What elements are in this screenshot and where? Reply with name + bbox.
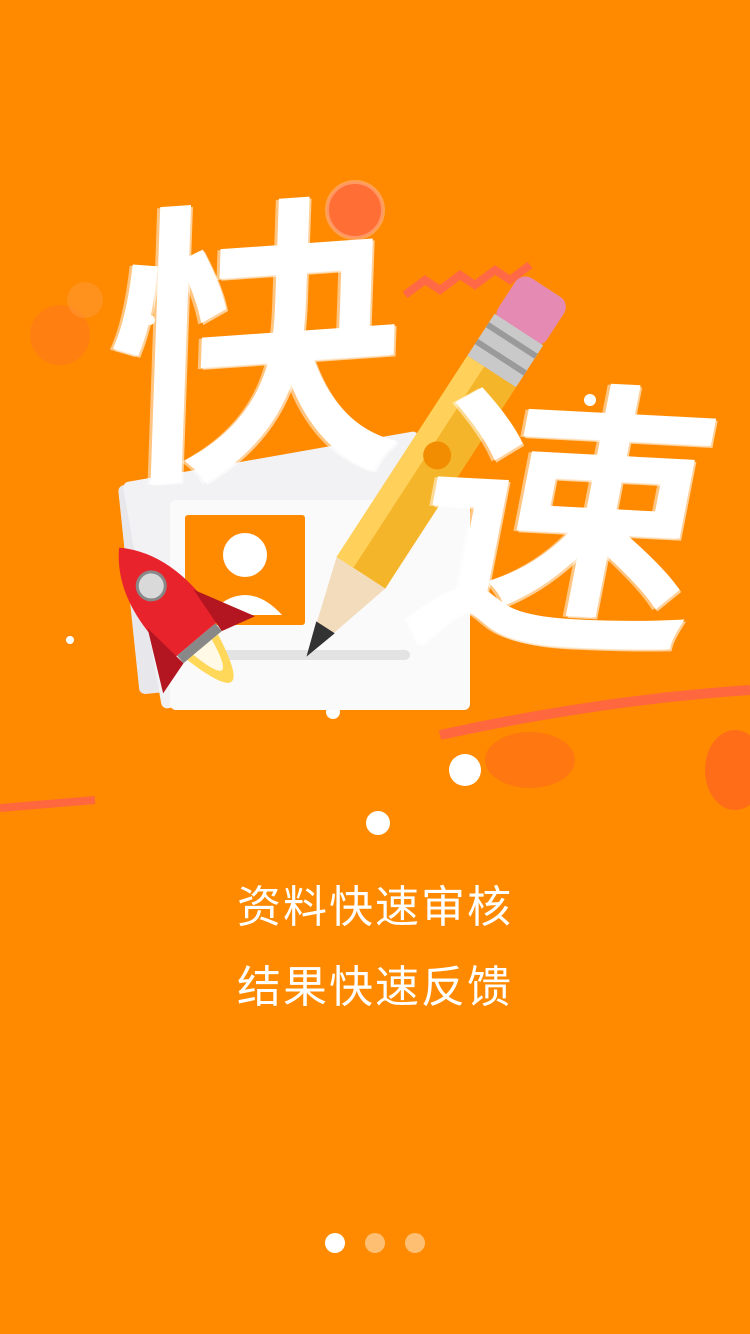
caption-line-1: 资料快速审核 (237, 882, 513, 933)
decor-splashes (0, 180, 750, 835)
page-dot-2[interactable] (365, 1233, 385, 1253)
page-indicator (0, 1233, 750, 1255)
page-dot-1[interactable] (325, 1233, 345, 1253)
brush-char-su: 速 (388, 354, 737, 700)
rocket-icon (118, 547, 256, 694)
caption-line-2: 结果快速反馈 (237, 962, 513, 1013)
hero-illustration: 快 速 (0, 170, 750, 835)
brush-char-kuai: 快 (104, 170, 406, 529)
page-dot-3[interactable] (405, 1233, 425, 1253)
pencil-icon (306, 276, 566, 657)
